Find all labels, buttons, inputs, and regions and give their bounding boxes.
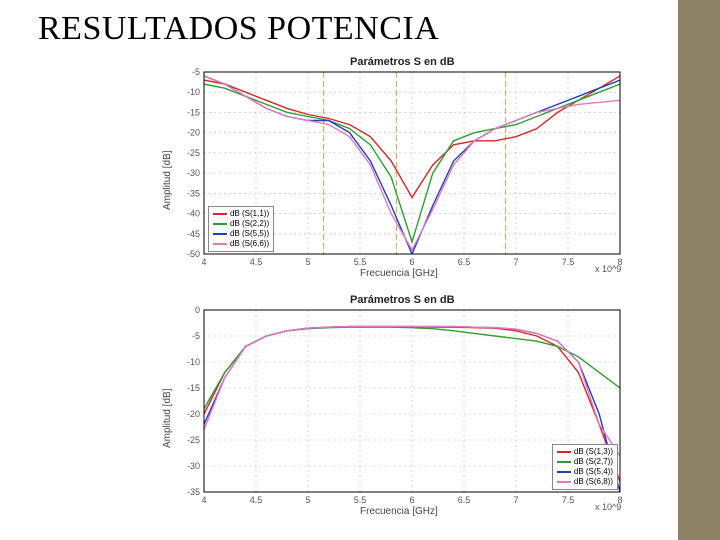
svg-text:-30: -30 <box>187 168 200 178</box>
svg-text:6: 6 <box>409 495 414 505</box>
svg-text:-10: -10 <box>187 87 200 97</box>
chart2-xlabel: Frecuencia [GHz] <box>360 506 438 517</box>
svg-text:6: 6 <box>409 257 414 267</box>
svg-text:-5: -5 <box>192 67 200 77</box>
svg-text:-25: -25 <box>187 435 200 445</box>
chart-s-parameters-transmission: Parámetros S en dB Amplitud [dB] 44.555.… <box>160 298 630 518</box>
svg-text:7.5: 7.5 <box>562 257 575 267</box>
legend-item: dB (S(1,1)) <box>213 209 269 219</box>
svg-text:5: 5 <box>305 495 310 505</box>
page-title: RESULTADOS POTENCIA <box>38 10 439 48</box>
svg-text:7: 7 <box>513 257 518 267</box>
svg-text:-50: -50 <box>187 249 200 259</box>
svg-text:4: 4 <box>201 495 206 505</box>
chart2-legend: dB (S(1,3))dB (S(2,7))dB (S(5,4))dB (S(6… <box>552 444 618 490</box>
svg-text:6.5: 6.5 <box>458 495 471 505</box>
chart1-xlabel: Frecuencia [GHz] <box>360 268 438 279</box>
legend-item: dB (S(6,6)) <box>213 239 269 249</box>
legend-item: dB (S(6,8)) <box>557 477 613 487</box>
svg-text:-10: -10 <box>187 357 200 367</box>
svg-text:0: 0 <box>195 305 200 315</box>
svg-text:-15: -15 <box>187 383 200 393</box>
svg-text:7.5: 7.5 <box>562 495 575 505</box>
legend-item: dB (S(2,2)) <box>213 219 269 229</box>
svg-text:-35: -35 <box>187 188 200 198</box>
legend-item: dB (S(5,4)) <box>557 467 613 477</box>
legend-item: dB (S(2,7)) <box>557 457 613 467</box>
svg-text:4.5: 4.5 <box>250 495 263 505</box>
chart1-title: Parámetros S en dB <box>350 56 455 68</box>
chart2-ylabel: Amplitud [dB] <box>162 389 173 448</box>
svg-text:4: 4 <box>201 257 206 267</box>
chart2-title: Parámetros S en dB <box>350 294 455 306</box>
decorative-sidebar <box>678 0 720 540</box>
svg-text:-40: -40 <box>187 209 200 219</box>
svg-text:7: 7 <box>513 495 518 505</box>
svg-text:-20: -20 <box>187 128 200 138</box>
svg-text:-15: -15 <box>187 107 200 117</box>
svg-text:-35: -35 <box>187 487 200 497</box>
svg-text:-45: -45 <box>187 229 200 239</box>
legend-item: dB (S(1,3)) <box>557 447 613 457</box>
legend-item: dB (S(5,5)) <box>213 229 269 239</box>
svg-text:5.5: 5.5 <box>354 495 367 505</box>
svg-text:-20: -20 <box>187 409 200 419</box>
chart-s-parameters-reflection: Parámetros S en dB Amplitud [dB] 44.555.… <box>160 60 630 280</box>
svg-text:-30: -30 <box>187 461 200 471</box>
chart1-ylabel: Amplitud [dB] <box>162 151 173 210</box>
chart2-x-exponent: x 10^9 <box>595 502 621 512</box>
svg-text:-5: -5 <box>192 331 200 341</box>
chart1-legend: dB (S(1,1))dB (S(2,2))dB (S(5,5))dB (S(6… <box>208 206 274 252</box>
chart1-x-exponent: x 10^9 <box>595 264 621 274</box>
svg-text:-25: -25 <box>187 148 200 158</box>
svg-text:5: 5 <box>305 257 310 267</box>
svg-text:4.5: 4.5 <box>250 257 263 267</box>
svg-text:5.5: 5.5 <box>354 257 367 267</box>
svg-text:6.5: 6.5 <box>458 257 471 267</box>
